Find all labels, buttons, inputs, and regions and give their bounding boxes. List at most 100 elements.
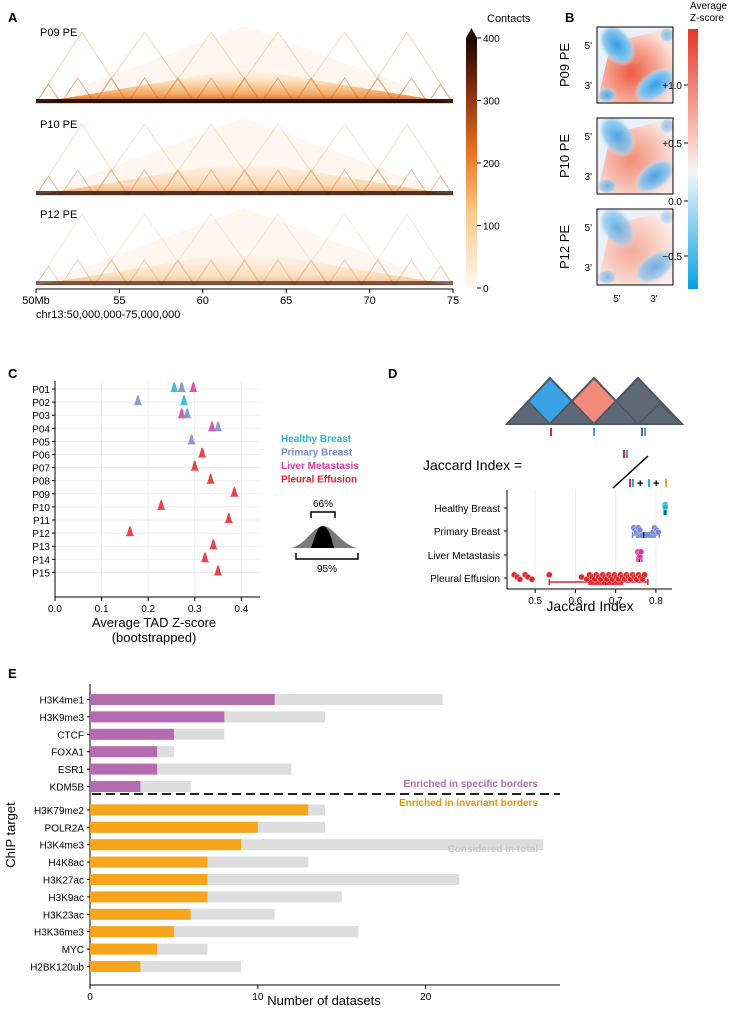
panel-c-sample-label: P10: [32, 503, 50, 514]
panel-c-x-tick-label: 0.4: [234, 604, 248, 615]
hic-track-label: P12 PE: [40, 209, 77, 221]
bar-enriched-foxa1: [90, 746, 158, 758]
distribution-p01-primary: [176, 382, 187, 392]
chip-target-label: H3K4me3: [40, 841, 85, 852]
chip-target-label: CTCF: [57, 730, 84, 741]
zscore-colorbar-ticks: +1.0 +0.5 0.0 −0.5: [662, 81, 688, 263]
panel-d-xlabel: Jaccard Index: [546, 598, 633, 614]
distribution-p02-primary: [132, 395, 143, 406]
region-label: chr13:50,000,000-75,000,000: [36, 309, 180, 321]
zscore-legend-title-2: Z-score: [690, 13, 724, 24]
panel-c-tad-zscore: P01 P02 P03 P04 P05 P06 P07 P08 P09 P10 P11 P12 P13 P…: [32, 381, 260, 615]
distribution-p12-pleural: [125, 526, 136, 537]
panel-e-x-tick-label: 20: [420, 992, 432, 1003]
panel-d-jaccard: 0.5 0.6 0.7 0.8 Healthy Breast Primary Breast…: [428, 490, 672, 607]
bar-enriched-myc: [90, 943, 158, 955]
contacts-colorbar-title: Contacts: [487, 13, 531, 25]
panel-d-x-tick-label: 0.6: [568, 596, 582, 607]
panel-c-x-tick-label: 0.0: [48, 604, 62, 615]
distribution-p02-healthy: [179, 395, 190, 406]
jaccard-point: [516, 576, 524, 583]
x-tick-label: 75: [447, 295, 459, 307]
hic-diagonal-band: [36, 99, 453, 103]
hic-track-label: P10 PE: [40, 119, 77, 131]
bar-total-h3k9ac: [90, 891, 342, 903]
panel-label-e: E: [8, 666, 17, 681]
zscore-legend-title-1: Average: [690, 1, 728, 12]
panel-c-sample-label: P11: [33, 516, 50, 527]
colorbar-tick-label: 100: [483, 222, 500, 233]
distribution-p14-pleural: [200, 552, 211, 563]
heatmap-boundary-insulation: [633, 67, 673, 103]
bar-enriched-h3k9me3: [90, 711, 225, 723]
bar-enriched-h3k27ac: [90, 874, 208, 885]
bar-enriched-h3k79me2: [90, 804, 309, 816]
bar-enriched-kdm5b: [90, 781, 141, 792]
panel-d-x-tick-label: 0.7: [609, 596, 623, 607]
panel-c-sample-label: P02: [32, 398, 50, 409]
panel-c-sample-label: P05: [32, 437, 50, 448]
panel-label-b: B: [565, 10, 574, 25]
heatmap-boundary-insulation: [597, 118, 637, 158]
panel-c-x-tick-label: 0.1: [95, 604, 109, 615]
zscore-colorbar: [688, 29, 698, 289]
hic-diagonal-band: [36, 191, 453, 195]
hic-triangle-diagonal: [36, 250, 453, 285]
heatmap-x-label-right: 3': [650, 294, 658, 305]
heatmap-edge-label-top: 5': [585, 132, 593, 143]
tad-schematic: [504, 376, 685, 436]
jaccard-point: [637, 548, 645, 555]
svg-text:+: +: [637, 478, 643, 490]
hic-diagonal-band: [36, 281, 453, 285]
heatmap-boundary-insulation: [633, 158, 673, 194]
legend-primary: Primary Breast: [281, 448, 353, 459]
bar-total-esr1: [90, 763, 292, 775]
bar-enriched-h3k9ac: [90, 891, 208, 903]
panel-label-c: C: [8, 366, 18, 381]
x-tick-label: 55: [113, 295, 125, 307]
heatmap-edge-label-bottom: 3': [585, 263, 593, 274]
panel-a-hic-maps: P09 PE P10 PE P12 PE: [35, 26, 454, 286]
x-tick-label: 65: [280, 295, 292, 307]
bar-enriched-polr2a: [90, 821, 258, 833]
chip-target-label: H3K27ac: [43, 876, 84, 887]
bar-total-h3k27ac: [90, 874, 460, 885]
panel-d-category-label: Pleural Effusion: [430, 574, 500, 585]
panel-c-sample-label: P08: [32, 477, 50, 488]
chip-target-label: H4K8ac: [48, 858, 84, 869]
panel-c-sample-label: P12: [32, 529, 50, 540]
panel-e-xlabel: Number of datasets: [267, 993, 381, 1008]
chip-target-label: H3K9ac: [48, 893, 84, 904]
heatmap-edge-label-top: 5': [585, 223, 593, 234]
panel-d-category-label: Liver Metastasis: [428, 551, 500, 562]
panel-c-sample-label: P14: [32, 555, 50, 566]
heatmap-corner-insulation: [597, 87, 617, 103]
panel-c-sample-label: P15: [32, 568, 50, 579]
legend-healthy: Healthy Breast: [281, 434, 352, 445]
jaccard-point: [546, 571, 553, 578]
panel-b-aggregate-tads: P09 PE 5' 3' P10 PE 5' 3' P12 PE 5' 3' 5' 3': [557, 26, 674, 305]
colorbar-tick-label: 400: [483, 34, 500, 45]
heatmap-edge-label-top: 5': [585, 41, 593, 52]
heatmap-edge-label-bottom: 3': [585, 172, 593, 183]
heatmap-x-label-left: 5': [613, 294, 621, 305]
chip-target-label: H2BK120ub: [30, 963, 84, 974]
hic-track-1: P09 PE: [35, 26, 454, 104]
bar-enriched-h3k23ac: [90, 908, 191, 920]
zscore-tick-label: +0.5: [662, 139, 682, 150]
panel-c-sample-label: P06: [32, 451, 50, 462]
heatmap-edge-label-bottom: 3': [585, 81, 593, 92]
bar-enriched-h3k36me3: [90, 926, 174, 938]
panel-c-x-tick-label: 0.2: [141, 604, 155, 615]
heatmap-frame: [596, 208, 674, 286]
bar-enriched-h2bk120ub: [90, 961, 141, 972]
bar-total-h2bk120ub: [90, 961, 242, 972]
heatmap-boundary-insulation: [597, 209, 637, 249]
panel-d-x-tick-label: 0.8: [649, 596, 663, 607]
zscore-heatmap-2: [597, 118, 673, 194]
panel-e-ylabel: ChIP target: [3, 802, 18, 868]
bar-enriched-h3k4me1: [90, 694, 275, 705]
zscore-heatmap-1: [597, 27, 673, 103]
panel-c-legend: Healthy Breast Primary Breast Liver Metast…: [281, 434, 359, 486]
